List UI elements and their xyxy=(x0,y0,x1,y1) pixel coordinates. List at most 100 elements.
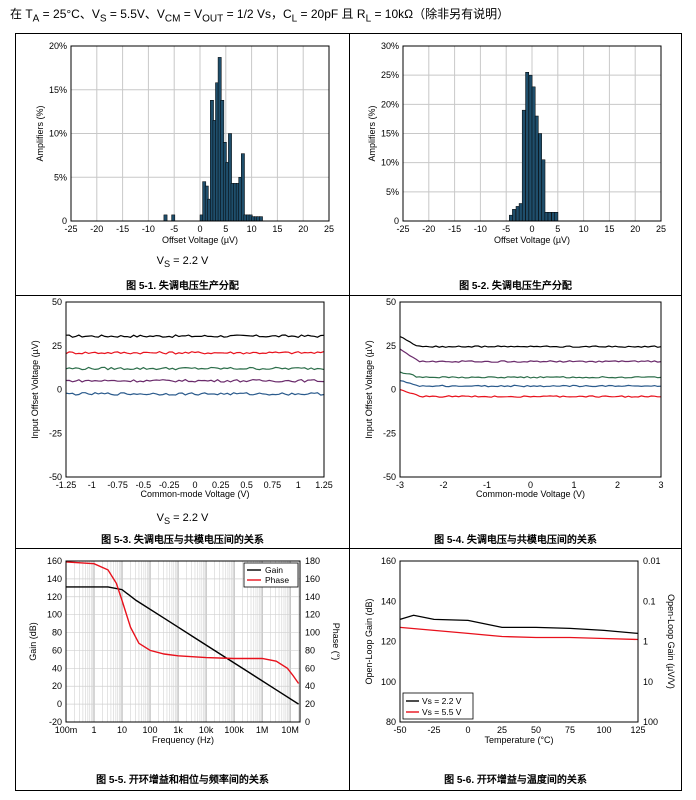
fig4-y-tick-label: 25 xyxy=(386,341,396,351)
fig6-y-tick-label: 80 xyxy=(386,717,396,727)
fig6-y2-tick-label: 1 xyxy=(643,637,648,647)
fig6-legend-label: Vs = 2.2 V xyxy=(422,696,462,706)
fig2-y-tick-label: 5% xyxy=(386,187,399,197)
fig5-y2-tick-label: 20 xyxy=(305,699,315,709)
fig6-y2-tick-label: 100 xyxy=(643,717,658,727)
chart-fig4: -3 -2 -1 0 1 2 3 -50 -25 0 25 50 Common-mode Voltage… xyxy=(364,297,664,499)
fig2-bar xyxy=(547,212,552,222)
chart-fig6: -50 -25 0 25 50 75 100 125801001201401601001010… xyxy=(364,556,676,745)
fig3-y-tick-label: 0 xyxy=(57,385,62,395)
fig3-plot-frame xyxy=(65,301,325,478)
fig6-x-tick-label: -25 xyxy=(427,725,440,735)
fig2-y-tick-label: 20% xyxy=(381,99,399,109)
fig2-bar xyxy=(518,203,523,222)
fig5-series-gain xyxy=(66,586,299,705)
divider-row1 xyxy=(16,295,681,296)
fig3-x-tick-label: -0.25 xyxy=(159,480,180,490)
fig6-y-tick-label: 100 xyxy=(381,677,396,687)
fig1-y-tick-label: 5% xyxy=(54,172,67,182)
fig5-y2-tick-label: 40 xyxy=(305,681,315,691)
fig5-x-tick-label: 10 xyxy=(117,725,127,735)
chart-fig3: -1.25 -1 -0.75 -0.5 -0.25 0 0.25 0.5 0.75 1 1.25 -5… xyxy=(30,297,333,499)
fig3-y-tick-label: 50 xyxy=(52,297,62,307)
fig6-legend-box xyxy=(402,692,474,720)
fig5-y-axis-label: Gain (dB) xyxy=(28,622,38,661)
fig6-x-tick-label: 75 xyxy=(565,725,575,735)
fig4-x-tick-label: 1 xyxy=(571,480,576,490)
fig4-x-tick-label: -1 xyxy=(483,480,491,490)
fig5-plot-frame xyxy=(65,560,301,723)
fig5-y2-tick-label: 180 xyxy=(305,556,320,566)
fig6-x-tick-label: 125 xyxy=(630,725,645,735)
fig4-y-tick-label: 0 xyxy=(391,385,396,395)
fig2-x-tick-label: 25 xyxy=(656,224,666,234)
fig4-x-tick-label: 2 xyxy=(615,480,620,490)
fig2-x-tick-label: 5 xyxy=(555,224,560,234)
fig2-bar xyxy=(551,212,556,222)
fig2-y-tick-label: 30% xyxy=(381,41,399,51)
fig5-y2-tick-label: 0 xyxy=(305,717,310,727)
fig5-x-tick-label: 10k xyxy=(199,725,214,735)
fig6-y-tick-label: 120 xyxy=(381,637,396,647)
fig5-y-tick-label: 160 xyxy=(47,556,62,566)
fig3-x-tick-label: -0.75 xyxy=(107,480,128,490)
fig2-bar xyxy=(521,109,526,222)
fig5-y2-tick-label: 140 xyxy=(305,592,320,602)
chart-fig2: -25 -20 -15 -10 -5 0 5 10 15 20 25 0 5% 10% 15% 20% 25% 3… xyxy=(367,41,666,245)
fig1-plot-frame xyxy=(70,45,330,222)
fig5-y-tick-label: 120 xyxy=(47,592,62,602)
fig6-x-axis-label: Temperature (°C) xyxy=(484,735,553,745)
fig2-x-tick-label: 0 xyxy=(529,224,534,234)
fig4-series-blue xyxy=(399,380,662,388)
fig2-x-tick-label: 15 xyxy=(604,224,614,234)
fig3-vs-note: VS = 2.2 V xyxy=(156,512,209,527)
fig1-x-tick-label: -10 xyxy=(142,224,155,234)
fig1-x-tick-label: 0 xyxy=(197,224,202,234)
fig6-x-tick-label: 50 xyxy=(531,725,541,735)
fig5-x-tick-label: 100k xyxy=(224,725,244,735)
fig5-x-tick-label: 1k xyxy=(173,725,183,735)
fig5-y-tick-label: 60 xyxy=(52,645,62,655)
fig2-y-tick-label: 15% xyxy=(381,129,399,139)
fig2-y-tick-label: 10% xyxy=(381,158,399,168)
fig2-x-tick-label: -15 xyxy=(448,224,461,234)
fig1-y-axis-label: Amplifiers (%) xyxy=(35,105,45,161)
fig6-x-tick-label: 25 xyxy=(497,725,507,735)
divider-row2 xyxy=(16,548,681,549)
fig2-x-tick-label: 10 xyxy=(579,224,589,234)
fig1-x-tick-label: -15 xyxy=(116,224,129,234)
fig6-y-tick-label: 140 xyxy=(381,596,396,606)
fig2-x-axis-label: Offset Voltage (µV) xyxy=(494,235,570,245)
fig3-x-tick-label: 0.25 xyxy=(212,480,230,490)
fig5-y2-tick-label: 120 xyxy=(305,610,320,620)
fig3-caption: 图 5-3. 失调电压与共模电压间的关系 xyxy=(101,535,264,546)
fig3-x-tick-label: 0.5 xyxy=(240,480,253,490)
fig2-bar xyxy=(528,74,533,222)
fig4-y-axis-label: Input Offset Voltage (µV) xyxy=(364,340,374,439)
fig2-bar xyxy=(534,115,539,222)
fig2-bar xyxy=(509,214,513,222)
fig2-bar xyxy=(538,133,542,222)
fig1-x-tick-label: -25 xyxy=(64,224,77,234)
fig4-series-black xyxy=(399,336,662,348)
fig1-y-tick-label: 15% xyxy=(49,85,67,95)
figure-grid: -25 -20 -15 -10 -5 0 5 10 15 20 25 0 5% 10% 15% 20% Offs… xyxy=(15,33,682,791)
fig5-x-tick-label: 10M xyxy=(281,725,299,735)
fig5-y-tick-label: 40 xyxy=(52,663,62,673)
fig5-x-tick-label: 100m xyxy=(55,725,78,735)
fig5-y-tick-label: -20 xyxy=(49,717,62,727)
fig6-y-axis-label: Open-Loop Gain (dB) xyxy=(364,598,374,684)
fig6-series-2v2 xyxy=(399,614,639,635)
fig4-caption: 图 5-4. 失调电压与共模电压间的关系 xyxy=(434,535,597,546)
fig1-x-tick-label: 15 xyxy=(272,224,282,234)
fig6-y2-tick-label: 0.1 xyxy=(643,596,656,606)
fig3-y-tick-label: 25 xyxy=(52,341,62,351)
fig6-x-tick-label: 0 xyxy=(465,725,470,735)
fig4-y-tick-label: -25 xyxy=(383,428,396,438)
fig1-x-axis-label: Offset Voltage (µV) xyxy=(162,235,238,245)
fig5-x-tick-label: 100 xyxy=(143,725,158,735)
fig6-y2-tick-label: 10 xyxy=(643,677,653,687)
fig3-x-tick-label: -0.5 xyxy=(136,480,152,490)
fig4-x-axis-label: Common-mode Voltage (V) xyxy=(476,489,585,499)
fig3-x-tick-label: 1.25 xyxy=(315,480,333,490)
